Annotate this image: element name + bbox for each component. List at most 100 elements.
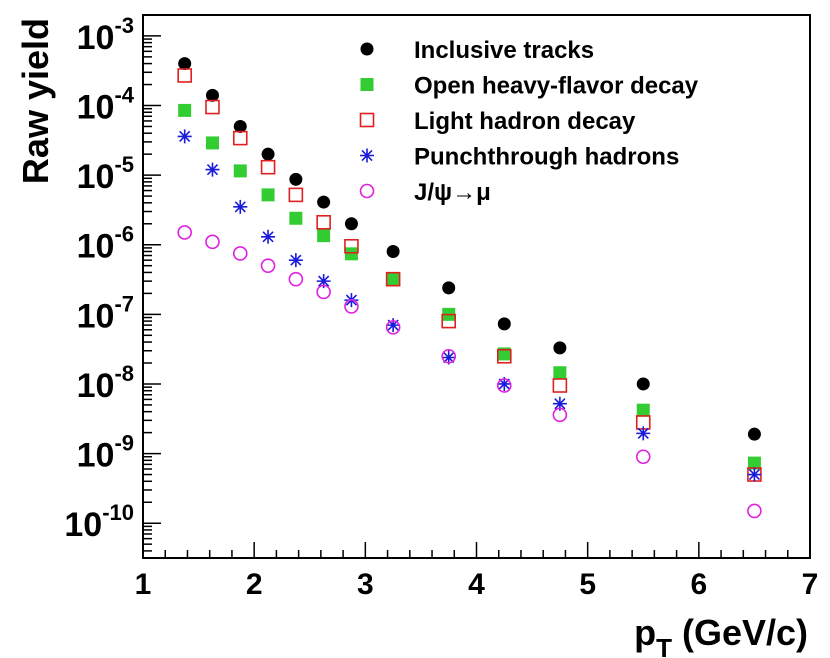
series-inclusive-tracks bbox=[178, 57, 761, 441]
y-tick-label: 10-9 bbox=[77, 431, 134, 475]
data-point bbox=[441, 350, 456, 365]
data-point bbox=[344, 238, 359, 254]
legend-item-jpsi-mu: J/ψ→μ bbox=[359, 179, 491, 206]
legend-item-punchthrough-hadrons: Punchthrough hadrons bbox=[360, 144, 679, 171]
data-point bbox=[317, 195, 331, 209]
y-tick-mantissa: 10 bbox=[77, 228, 115, 266]
data-point bbox=[552, 378, 568, 393]
data-point bbox=[441, 313, 457, 329]
legend-item-open-heavy-flavor: Open heavy-flavor decay bbox=[360, 73, 699, 100]
data-point bbox=[317, 229, 331, 243]
data-point bbox=[344, 217, 358, 231]
data-point bbox=[747, 427, 761, 441]
data-point bbox=[344, 247, 358, 261]
y-tick-label: 10-10 bbox=[64, 500, 134, 544]
data-point bbox=[205, 234, 220, 250]
y-tick-exponent: -6 bbox=[114, 222, 134, 247]
legend-label: Punchthrough hadrons bbox=[414, 144, 679, 171]
y-tick-mantissa: 10 bbox=[77, 89, 115, 127]
data-point bbox=[178, 57, 192, 71]
x-axis-title-main: p bbox=[634, 612, 656, 653]
data-point bbox=[386, 318, 401, 333]
y-tick-mantissa: 10 bbox=[77, 297, 115, 335]
data-point bbox=[261, 188, 275, 202]
data-point bbox=[316, 274, 331, 289]
y-tick-exponent: -4 bbox=[114, 83, 134, 108]
series-jpsi-mu bbox=[177, 225, 762, 519]
data-point bbox=[636, 377, 650, 391]
legend-marker bbox=[359, 183, 375, 199]
data-point bbox=[441, 348, 457, 364]
x-axis-title: pT (GeV/c) bbox=[634, 612, 808, 658]
x-tick-label: 4 bbox=[468, 568, 485, 601]
x-tick-label: 5 bbox=[579, 568, 596, 601]
data-point bbox=[289, 211, 303, 225]
data-point bbox=[205, 99, 220, 115]
data-point bbox=[553, 366, 567, 380]
x-tick-label: 2 bbox=[246, 568, 263, 601]
data-point bbox=[497, 376, 512, 391]
data-point bbox=[636, 426, 651, 441]
x-tick-label: 1 bbox=[135, 568, 152, 601]
data-markers bbox=[177, 57, 762, 519]
data-point bbox=[261, 229, 276, 244]
data-point bbox=[233, 199, 248, 214]
legend-item-light-hadron: Light hadron decay bbox=[359, 108, 636, 135]
data-point bbox=[233, 119, 247, 133]
data-point bbox=[178, 103, 192, 117]
data-point bbox=[385, 320, 401, 335]
y-tick-mantissa: 10 bbox=[77, 367, 115, 405]
x-tick-label: 3 bbox=[357, 568, 374, 601]
data-point bbox=[747, 503, 762, 519]
data-point bbox=[261, 147, 275, 161]
data-point bbox=[344, 299, 359, 314]
data-point bbox=[177, 129, 192, 144]
data-point bbox=[635, 449, 651, 465]
legend-marker bbox=[360, 42, 374, 56]
y-tick-mantissa: 10 bbox=[77, 19, 115, 57]
data-point bbox=[233, 164, 247, 178]
legend-marker bbox=[359, 112, 375, 128]
y-tick-mantissa: 10 bbox=[64, 506, 102, 544]
series-open-heavy-flavor bbox=[178, 103, 761, 470]
data-point bbox=[553, 341, 567, 355]
y-tick-exponent: -5 bbox=[114, 152, 134, 177]
data-point bbox=[747, 456, 761, 470]
x-tick-label: 7 bbox=[802, 568, 819, 601]
data-point bbox=[288, 271, 304, 287]
legend-label: Open heavy-flavor decay bbox=[414, 73, 699, 100]
data-point bbox=[288, 253, 303, 268]
y-tick-exponent: -3 bbox=[114, 13, 134, 38]
data-point bbox=[205, 88, 219, 102]
x-axis-title-rest: (GeV/c) bbox=[672, 612, 808, 653]
data-point bbox=[552, 407, 568, 423]
data-point bbox=[260, 159, 276, 175]
y-tick-label: 10-7 bbox=[77, 291, 134, 335]
data-point bbox=[386, 244, 400, 258]
legend-item-inclusive-tracks: Inclusive tracks bbox=[360, 37, 594, 64]
x-axis-title-sub: T bbox=[656, 633, 672, 658]
legend-label: J/ψ→μ bbox=[414, 179, 491, 206]
data-point bbox=[552, 396, 567, 411]
y-tick-label: 10-3 bbox=[77, 13, 134, 57]
legend: Inclusive tracks Open heavy-flavor decay L… bbox=[359, 37, 699, 206]
y-tick-label: 10-8 bbox=[77, 361, 134, 405]
data-point bbox=[442, 281, 456, 295]
y-tick-exponent: -9 bbox=[114, 431, 134, 456]
legend-label: Light hadron decay bbox=[414, 108, 636, 135]
legend-marker bbox=[360, 78, 374, 91]
data-point bbox=[205, 136, 219, 150]
data-point bbox=[205, 162, 220, 177]
y-tick-mantissa: 10 bbox=[77, 158, 115, 196]
legend-label: Inclusive tracks bbox=[414, 37, 594, 64]
data-point bbox=[316, 214, 331, 230]
y-tick-exponent: -10 bbox=[102, 500, 134, 525]
data-point bbox=[260, 258, 276, 273]
y-tick-exponent: -7 bbox=[114, 291, 134, 316]
y-tick-label: 10-5 bbox=[77, 152, 134, 196]
data-point bbox=[289, 172, 303, 186]
y-tick-mantissa: 10 bbox=[77, 437, 115, 475]
data-point bbox=[496, 378, 512, 393]
